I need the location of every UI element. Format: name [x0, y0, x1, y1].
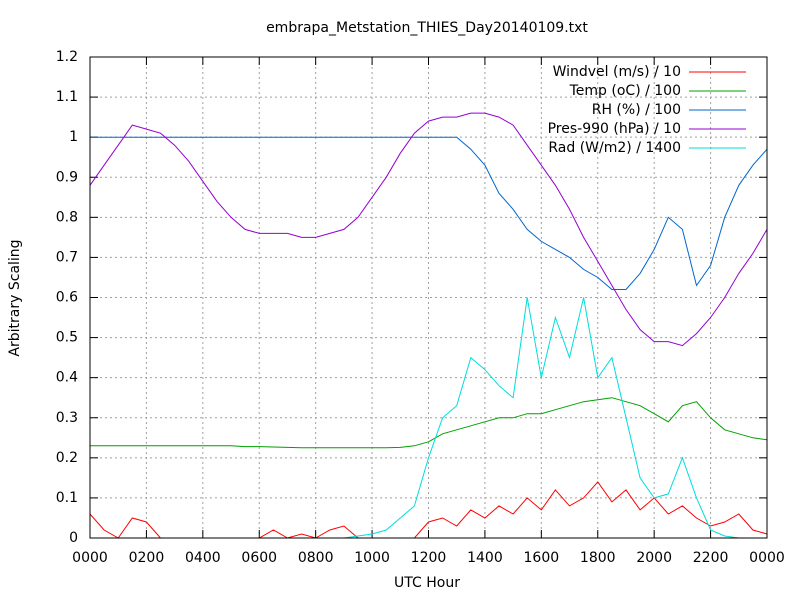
x-tick-label: 1400 [467, 550, 503, 566]
y-tick-label: 1 [69, 129, 78, 145]
legend-label: Rad (W/m2) / 1400 [548, 140, 681, 156]
y-tick-label: 0 [69, 530, 78, 546]
plot-border [89, 56, 768, 539]
series-line [90, 136, 768, 290]
y-tick-label: 0.4 [56, 370, 78, 386]
legend-label: Temp (oC) / 100 [569, 83, 681, 99]
x-tick-label: 1000 [354, 550, 390, 566]
y-tick-label: 0.2 [56, 450, 78, 466]
y-tick-label: 1.1 [56, 89, 78, 105]
y-tick-label: 0.3 [56, 410, 78, 426]
x-tick-label: 0000 [749, 550, 785, 566]
y-tick-label: 0.5 [56, 330, 78, 346]
x-tick-label: 2000 [636, 550, 672, 566]
x-tick-label: 2200 [693, 550, 729, 566]
legend-label: RH (%) / 100 [592, 102, 681, 118]
x-tick-label: 0000 [72, 550, 108, 566]
y-tick-label: 0.9 [56, 169, 78, 185]
x-tick-label: 1600 [524, 550, 560, 566]
x-axis-label: UTC Hour [394, 575, 460, 591]
x-tick-label: 1200 [411, 550, 447, 566]
y-tick-label: 0.6 [56, 290, 78, 306]
y-axis-label: Arbitrary Scaling [7, 239, 23, 356]
y-tick-label: 1.2 [56, 49, 78, 65]
x-tick-label: 0800 [298, 550, 334, 566]
chart-title: embrapa_Metstation_THIES_Day20140109.txt [266, 20, 588, 36]
series-line [90, 397, 768, 449]
legend-label: Pres-990 (hPa) / 10 [548, 121, 681, 137]
x-tick-label: 1800 [580, 550, 616, 566]
x-tick-label: 0400 [185, 550, 221, 566]
x-tick-label: 0200 [129, 550, 165, 566]
legend-label: Windvel (m/s) / 10 [553, 64, 681, 80]
series-line [89, 112, 768, 347]
y-tick-label: 0.1 [56, 490, 78, 506]
x-tick-label: 0600 [241, 550, 277, 566]
y-tick-label: 0.7 [56, 249, 78, 265]
y-tick-label: 0.8 [56, 209, 78, 225]
